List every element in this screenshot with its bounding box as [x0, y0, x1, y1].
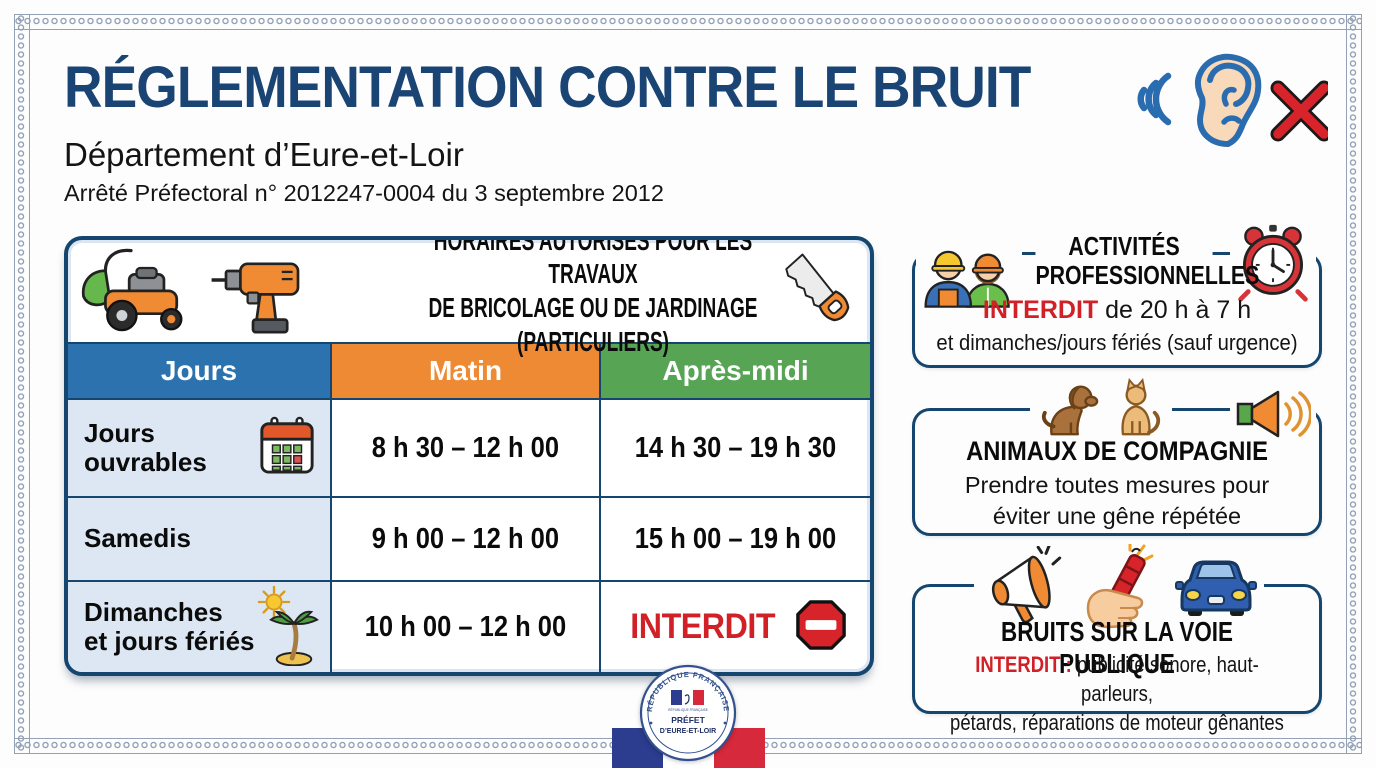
seal-prefect-line1: PRÉFET	[671, 715, 705, 725]
decree-line: Arrêté Préfectoral n° 2012247-0004 du 3 …	[64, 180, 664, 206]
palm-tree-icon	[268, 608, 319, 671]
table-caption-row: HORAIRES AUTORISÉS POUR LES TRAVAUX DE B…	[68, 240, 870, 357]
table-header-row: Jours Matin Après-midi	[68, 342, 870, 398]
speaker-icon	[1230, 388, 1316, 445]
afternoon-cell-interdit: INTERDIT	[601, 582, 870, 672]
table-row-dimanches: Dimanches et jours fériés	[68, 580, 870, 672]
no-entry-icon	[795, 599, 847, 656]
alarm-clock-icon	[1230, 222, 1316, 309]
panel-title: ACTIVITÉS PROFESSIONNELLES	[1035, 231, 1260, 291]
firecracker-hand-icon	[1080, 542, 1166, 637]
sun-palm-icons	[257, 583, 319, 671]
column-header-apres-midi: Après-midi	[601, 344, 870, 398]
day-cell: Dimanches et jours fériés	[68, 582, 330, 672]
column-header-jours: Jours	[68, 344, 330, 398]
seal-mini-caption: RÉPUBLIQUE FRANÇAISE	[668, 707, 708, 712]
panel-professional-activities: ACTIVITÉS PROFESSIONNELLES INTERDIT de 2…	[912, 222, 1322, 368]
morning-cell: 9 h 00 – 12 h 00	[330, 498, 601, 580]
panel-note: et dimanches/jours fériés (sauf urgence)	[936, 330, 1298, 355]
panel-rule: INTERDIT de 20 h à 7 h	[982, 296, 1252, 324]
afternoon-cell: 14 h 30 – 19 h 30	[634, 431, 837, 464]
day-label: Dimanches et jours fériés	[84, 596, 255, 656]
day-cell: Jours ouvrables	[68, 400, 330, 496]
dog-icon	[1041, 385, 1099, 436]
morning-cell: 8 h 30 – 12 h 00	[330, 400, 601, 496]
afternoon-cell: 15 h 00 – 19 h 00	[634, 522, 837, 555]
cat-icon	[1121, 378, 1161, 436]
construction-workers-icon	[916, 222, 1022, 315]
drill-icon	[208, 242, 316, 341]
column-header-matin: Matin	[330, 344, 601, 398]
car-icon	[1172, 556, 1260, 625]
table-row-samedis: Samedis 9 h 00 – 12 h 00 15 h 00 – 19 h …	[68, 496, 870, 580]
prefecture-seal: RÉPUBLIQUE FRANÇAISE RÉPUBLIQUE FRANÇAIS…	[638, 663, 738, 763]
table-row-jours-ouvrables: Jours ouvrables 8 h 30 –	[68, 398, 870, 496]
ear-no-noise-icon	[1128, 46, 1332, 151]
panel-body: Prendre toutes mesures pour éviter une g…	[964, 472, 1270, 529]
day-cell: Samedis	[68, 498, 330, 580]
megaphone-icon	[980, 542, 1070, 633]
schedule-table: HORAIRES AUTORISÉS POUR LES TRAVAUX DE B…	[64, 236, 874, 676]
sound-waves-icon	[1137, 72, 1172, 126]
panel-title: ANIMAUX DE COMPAGNIE	[966, 436, 1268, 466]
frame-border-top	[14, 14, 1362, 30]
panel-title: BRUITS SUR LA VOIE PUBLIQUE	[1001, 616, 1233, 679]
page-title: RÉGLEMENTATION CONTRE LE BRUIT	[64, 55, 1031, 120]
day-label: Samedis	[84, 523, 191, 554]
panel-body: INTERDIT : publicité sonore, haut-parleu…	[950, 652, 1284, 736]
red-x-icon	[1270, 80, 1332, 142]
frame-border-left	[14, 14, 30, 754]
morning-cell: 10 h 00 – 12 h 00	[330, 582, 601, 672]
department-subtitle: Département d’Eure-et-Loir	[64, 136, 464, 173]
hand-saw-icon	[761, 240, 870, 353]
interdit-label: INTERDIT	[630, 607, 775, 646]
panel-street-noise: BRUITS SUR LA VOIE PUBLIQUE INTERDIT : p…	[912, 542, 1322, 735]
seal-prefect-line2: D’EURE-ET-LOIR	[660, 728, 716, 735]
dog-cat-icons	[1030, 378, 1172, 440]
lawn-mower-icon	[78, 241, 206, 342]
day-label: Jours ouvrables	[84, 417, 207, 477]
table-caption: HORAIRES AUTORISÉS POUR LES TRAVAUX DE B…	[428, 236, 758, 357]
frame-border-right	[1346, 14, 1362, 754]
calendar-icon	[258, 416, 316, 481]
sun-icon	[257, 585, 291, 624]
marianne-flag-logo	[671, 690, 704, 705]
panel-pets: ANIMAUX DE COMPAGNIE Prendre toutes mesu…	[912, 378, 1322, 536]
